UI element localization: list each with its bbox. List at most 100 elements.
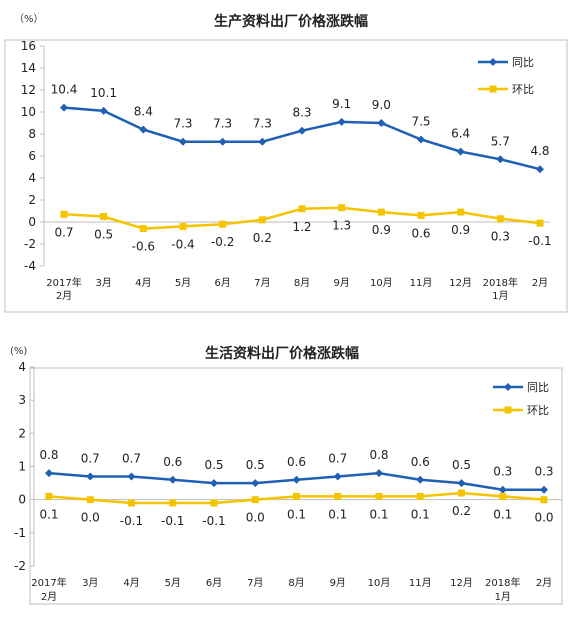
data-point — [540, 485, 548, 494]
x-tick-label: 2017年 — [31, 576, 66, 589]
data-label: 7.3 — [253, 117, 272, 131]
data-label: 0.1 — [369, 507, 388, 521]
y-tick-label: 6 — [28, 149, 36, 163]
legend-marker — [489, 58, 497, 66]
data-label: 4.8 — [530, 144, 549, 158]
chart-1: 生产资料出厂价格涨跌幅（%）1614121086420-2-42017年2月3月… — [4, 13, 568, 313]
data-label: -0.6 — [132, 240, 155, 254]
x-tick-label: 2018年 — [485, 576, 520, 589]
legend-marker — [489, 85, 497, 93]
data-point — [258, 216, 266, 224]
data-label: -0.1 — [202, 514, 225, 528]
y-unit-label: (%) — [10, 346, 27, 357]
y-tick-label: -2 — [24, 237, 36, 251]
data-label: 0.6 — [287, 455, 306, 469]
data-label: 0.1 — [493, 507, 512, 521]
chart-2: 生活资料出厂价格涨跌幅 (%) 4 3 2 1 0 -1 -2 2017年 2月 3月 4月 5月 6月 7月… — [10, 345, 563, 605]
data-point — [169, 499, 177, 507]
data-label: 0.6 — [163, 455, 182, 469]
data-point — [417, 211, 425, 219]
data-label: 0.5 — [452, 458, 471, 472]
data-point — [45, 492, 53, 500]
data-label: 0.1 — [328, 507, 347, 521]
data-point — [457, 479, 466, 488]
data-label: 9.0 — [372, 98, 391, 112]
data-label: 1.2 — [292, 220, 311, 234]
data-point — [100, 213, 108, 220]
data-label: 10.1 — [90, 86, 117, 100]
y-tick-label: 0 — [18, 493, 26, 507]
data-label: 9.1 — [332, 97, 351, 111]
data-point — [498, 485, 507, 494]
data-label: 0.9 — [372, 223, 391, 237]
data-point — [251, 496, 259, 504]
data-point — [338, 204, 346, 212]
legend-label: 同比 — [527, 381, 549, 394]
y-tick-label: -1 — [14, 526, 26, 540]
data-point — [60, 210, 68, 218]
x-tick-label: 5月 — [175, 277, 191, 289]
y-tick-label: 2 — [28, 193, 36, 207]
data-point — [499, 492, 507, 500]
x-tick-label: 9月 — [330, 577, 346, 589]
x-tick-label: 8月 — [288, 577, 304, 589]
y-tick-label: 3 — [18, 393, 26, 407]
data-point — [457, 208, 465, 216]
data-label: 1.3 — [332, 219, 351, 233]
y-tick-label: 1 — [18, 460, 26, 474]
chart-frame — [4, 39, 568, 313]
data-point — [218, 137, 227, 146]
data-point — [496, 215, 504, 223]
data-point — [128, 499, 135, 507]
data-point — [179, 222, 187, 230]
data-label: -0.1 — [528, 234, 551, 248]
legend-marker — [504, 406, 512, 414]
data-point — [416, 492, 424, 500]
data-point — [99, 106, 108, 115]
data-label: 0.1 — [411, 507, 430, 521]
data-label: 0.7 — [81, 451, 100, 465]
data-label: 0.1 — [39, 507, 58, 521]
x-tick-label: 3月 — [95, 277, 111, 289]
data-point — [168, 475, 177, 484]
data-point — [60, 103, 68, 112]
chart-title: 生活资料出厂价格涨跌幅 — [205, 345, 359, 362]
data-label: 10.4 — [51, 83, 78, 97]
data-label: -0.4 — [171, 237, 194, 251]
data-label: 0.5 — [204, 458, 223, 472]
x-tick-label: 2月 — [532, 277, 548, 289]
x-tick-label: 2月 — [536, 577, 552, 589]
legend-label: 同比 — [512, 56, 534, 69]
y-tick-label: 4 — [18, 360, 26, 374]
x-tick-label: 2月 — [41, 591, 57, 603]
data-label: 0.7 — [54, 225, 73, 239]
y-tick-label: 0 — [28, 215, 36, 229]
data-point — [377, 208, 385, 216]
data-point — [536, 219, 544, 227]
data-point — [292, 475, 301, 484]
data-point — [375, 469, 383, 478]
x-tick-label: 7月 — [254, 277, 270, 289]
chart-title: 生产资料出厂价格涨跌幅 — [214, 13, 368, 30]
legend-marker — [504, 383, 512, 391]
data-label: 0.1 — [287, 507, 306, 521]
data-point — [536, 165, 544, 174]
data-point — [219, 220, 227, 228]
x-tick-label: 12月 — [449, 277, 472, 289]
x-tick-label: 6月 — [214, 277, 230, 289]
x-tick-label: 7月 — [247, 577, 263, 589]
data-point — [210, 499, 218, 507]
data-label: -0.1 — [161, 514, 184, 528]
data-label: 0.7 — [122, 451, 141, 465]
data-point — [417, 135, 425, 144]
data-label: 0.9 — [451, 223, 470, 237]
data-label: 8.4 — [134, 105, 153, 119]
data-point — [139, 125, 148, 134]
data-point — [298, 126, 306, 135]
y-tick-label: 8 — [28, 127, 36, 141]
data-label: 7.5 — [411, 115, 430, 129]
x-tick-label: 10月 — [370, 277, 393, 289]
data-label: 8.3 — [292, 106, 311, 120]
legend-label: 环比 — [512, 83, 534, 96]
y-unit-label: （%） — [14, 13, 44, 25]
